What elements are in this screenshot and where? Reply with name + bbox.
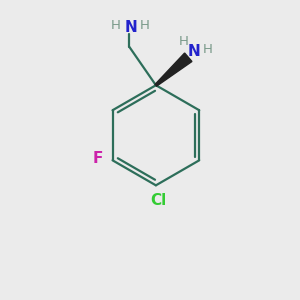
Text: H: H	[178, 35, 188, 48]
Text: H: H	[140, 19, 150, 32]
Text: N: N	[187, 44, 200, 59]
Text: H: H	[203, 43, 213, 56]
Polygon shape	[155, 53, 192, 86]
Text: Cl: Cl	[151, 193, 167, 208]
Text: H: H	[111, 19, 121, 32]
Text: N: N	[124, 20, 137, 35]
Text: F: F	[93, 151, 103, 166]
